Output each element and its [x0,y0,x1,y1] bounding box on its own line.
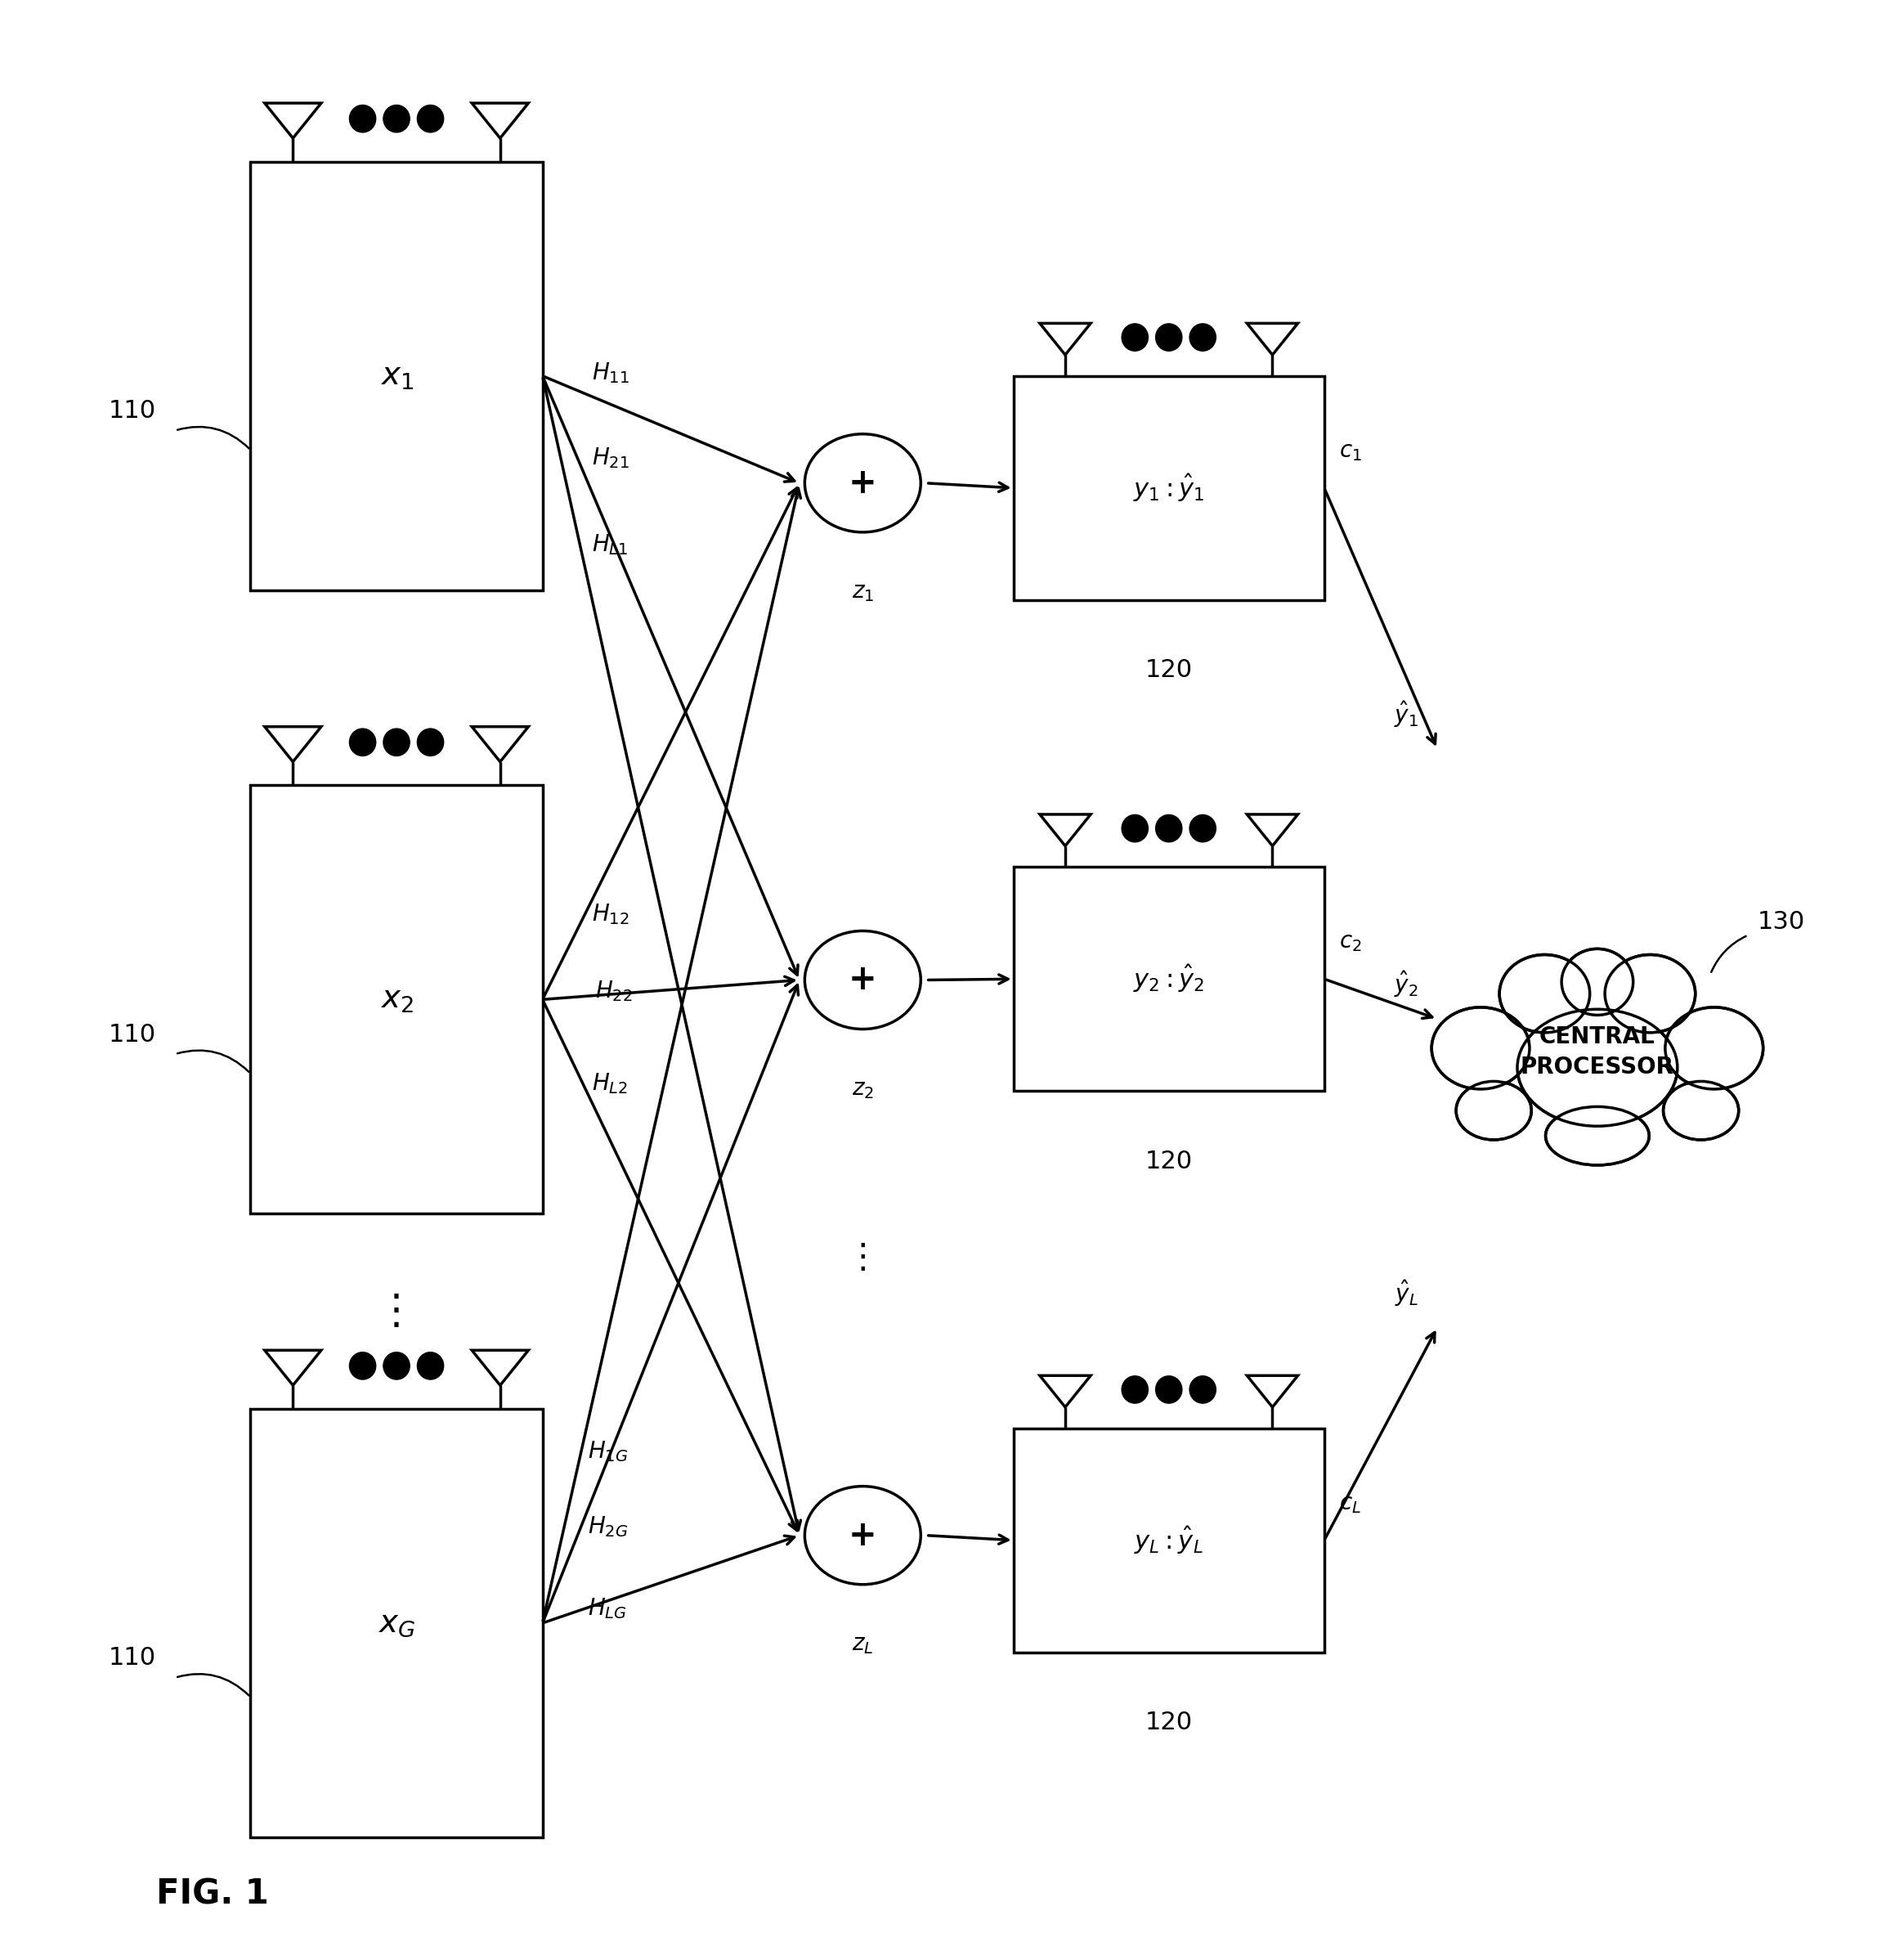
Text: 120: 120 [1145,1149,1192,1174]
Ellipse shape [1546,1107,1649,1164]
Polygon shape [1247,323,1298,355]
Polygon shape [1247,1376,1298,1407]
Ellipse shape [805,1486,921,1584]
Ellipse shape [1561,949,1633,1015]
Ellipse shape [1563,951,1632,1013]
Text: $H_{11}$: $H_{11}$ [591,361,629,386]
Circle shape [1122,815,1148,843]
Ellipse shape [1455,1082,1531,1141]
Ellipse shape [1605,955,1696,1033]
Polygon shape [1040,813,1092,847]
Circle shape [1156,323,1182,351]
FancyBboxPatch shape [1014,376,1325,600]
Circle shape [349,1352,375,1380]
Circle shape [1156,815,1182,843]
Text: +: + [849,962,877,998]
Circle shape [417,106,443,133]
Text: $H_{LG}$: $H_{LG}$ [587,1597,627,1621]
Text: $H_{L2}$: $H_{L2}$ [591,1070,627,1096]
FancyBboxPatch shape [1014,866,1325,1092]
Polygon shape [472,104,529,139]
Text: 120: 120 [1145,659,1192,682]
Text: +: + [849,1519,877,1552]
Circle shape [383,1352,409,1380]
Text: $x_G$: $x_G$ [377,1607,415,1639]
Text: +: + [849,466,877,500]
Circle shape [1156,1376,1182,1403]
Text: $x_1$: $x_1$ [379,361,413,392]
Text: $\hat{y}_1$: $\hat{y}_1$ [1395,700,1419,729]
Text: 120: 120 [1145,1711,1192,1735]
Text: ⋮: ⋮ [845,1241,879,1274]
Circle shape [1190,815,1217,843]
Text: $x_2$: $x_2$ [379,984,413,1015]
FancyBboxPatch shape [250,786,542,1213]
Text: 130: 130 [1757,909,1806,933]
Text: 110: 110 [108,1646,157,1670]
Text: $c_2$: $c_2$ [1340,931,1363,955]
Ellipse shape [1518,1009,1677,1127]
Circle shape [1122,1376,1148,1403]
Text: $H_{21}$: $H_{21}$ [591,447,629,470]
Circle shape [417,1352,443,1380]
Text: $z_L$: $z_L$ [853,1633,874,1656]
Ellipse shape [1522,1011,1673,1123]
Ellipse shape [1435,1009,1527,1088]
Text: ⋮: ⋮ [375,1292,417,1331]
Ellipse shape [1666,1007,1762,1090]
Text: 110: 110 [108,400,157,423]
Circle shape [1190,323,1217,351]
Circle shape [417,729,443,757]
Text: $H_{L1}$: $H_{L1}$ [591,531,627,557]
Text: $H_{2G}$: $H_{2G}$ [587,1515,627,1539]
Circle shape [349,729,375,757]
Text: $H_{12}$: $H_{12}$ [591,902,629,927]
Ellipse shape [1607,956,1692,1031]
Circle shape [1122,323,1148,351]
Polygon shape [1247,813,1298,847]
Text: $c_1$: $c_1$ [1340,439,1363,463]
FancyBboxPatch shape [250,161,542,590]
Text: $H_{22}$: $H_{22}$ [595,980,633,1004]
Text: $z_1$: $z_1$ [851,580,874,604]
Ellipse shape [1457,1082,1529,1139]
Ellipse shape [1501,956,1588,1031]
Ellipse shape [805,433,921,533]
Ellipse shape [1668,1009,1760,1088]
Text: 110: 110 [108,1023,157,1047]
Text: $\hat{y}_L$: $\hat{y}_L$ [1395,1278,1419,1307]
Ellipse shape [1666,1082,1736,1139]
Circle shape [349,106,375,133]
Circle shape [383,106,409,133]
Text: CENTRAL
PROCESSOR: CENTRAL PROCESSOR [1520,1025,1673,1078]
FancyBboxPatch shape [1014,1429,1325,1652]
Ellipse shape [1664,1082,1738,1141]
Polygon shape [265,104,320,139]
Ellipse shape [1431,1007,1529,1090]
Ellipse shape [1548,1107,1647,1164]
Text: $\hat{y}_2$: $\hat{y}_2$ [1395,968,1419,1000]
Polygon shape [265,727,320,762]
Polygon shape [265,1350,320,1386]
Ellipse shape [805,931,921,1029]
FancyBboxPatch shape [250,1409,542,1837]
Polygon shape [472,1350,529,1386]
Polygon shape [472,727,529,762]
Text: $y_1:\hat{y}_1$: $y_1:\hat{y}_1$ [1133,472,1205,504]
Text: FIG. 1: FIG. 1 [157,1878,269,1911]
Text: $y_2:\hat{y}_2$: $y_2:\hat{y}_2$ [1133,964,1205,994]
Circle shape [383,729,409,757]
Polygon shape [1040,323,1092,355]
Text: $H_{1G}$: $H_{1G}$ [587,1439,627,1464]
Text: $y_L:\hat{y}_L$: $y_L:\hat{y}_L$ [1135,1525,1203,1556]
Text: $z_2$: $z_2$ [851,1078,874,1100]
Circle shape [1190,1376,1217,1403]
Text: $c_L$: $c_L$ [1340,1492,1361,1515]
Ellipse shape [1499,955,1590,1033]
Polygon shape [1040,1376,1092,1407]
